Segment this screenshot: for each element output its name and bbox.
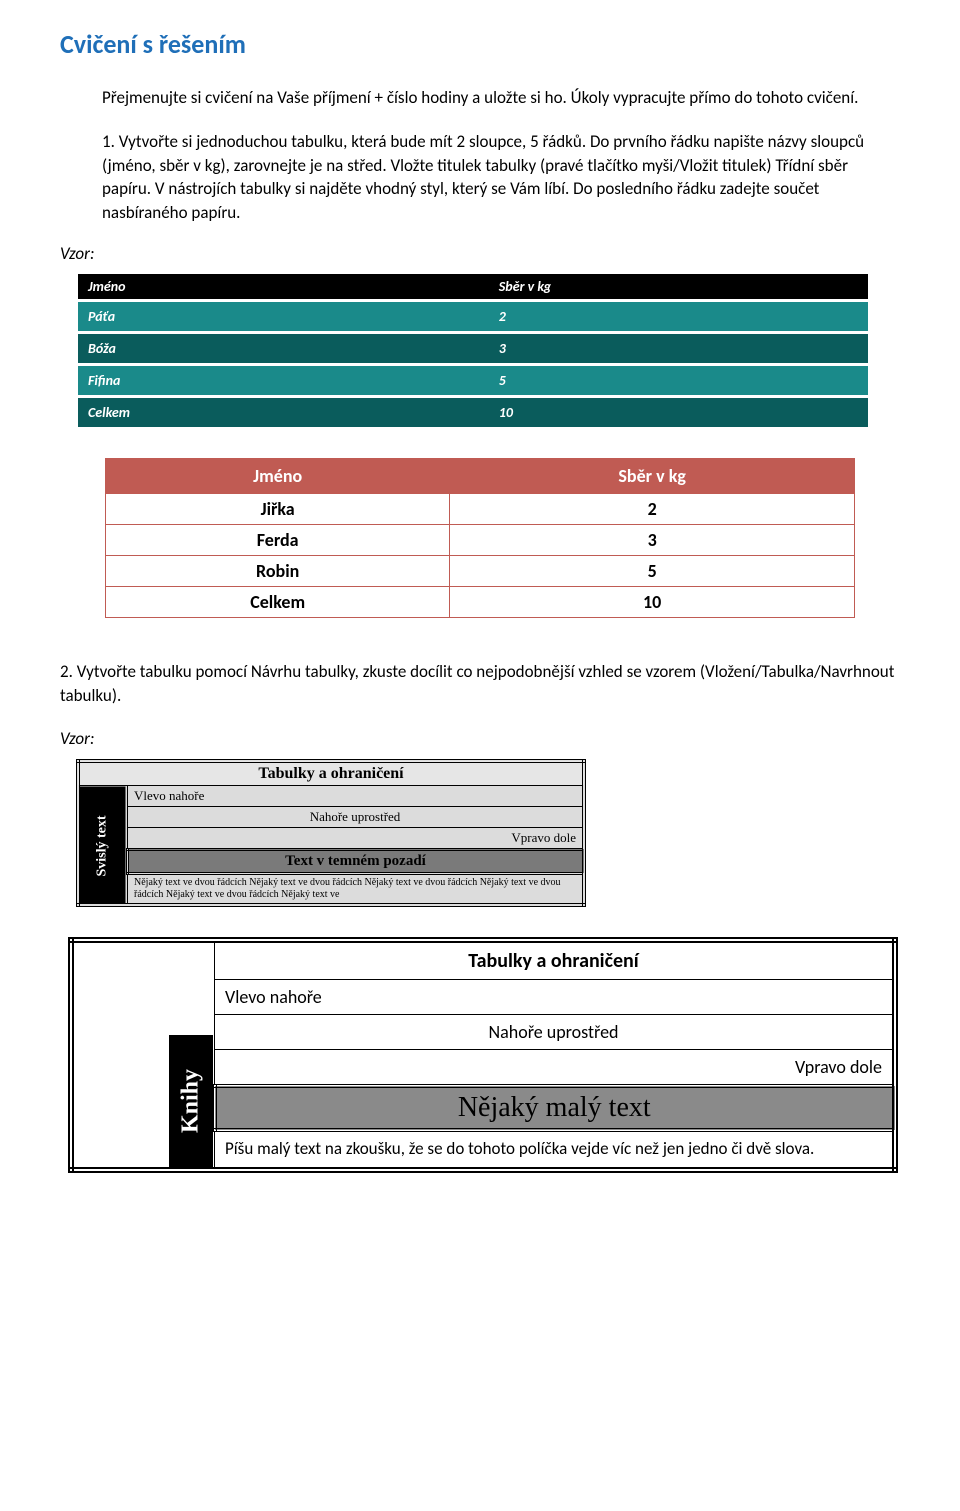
td: Páťa (78, 300, 489, 332)
td: Jiřka (106, 493, 450, 524)
td: Fifina (78, 364, 489, 396)
td: 2 (489, 300, 868, 332)
ex-dark: Text v temném pozadí (128, 849, 585, 873)
td: 5 (450, 555, 855, 586)
big-rt: Vpravo dole (215, 1049, 896, 1086)
ex-title: Tabulky a ohraničení (78, 761, 584, 786)
ex-rt: Vpravo dole (128, 827, 585, 849)
table-example-big: Tabulky a ohraničení Vlevo nahoře Knihy … (68, 937, 898, 1173)
big-lt: Vlevo nahoře (215, 979, 896, 1014)
table-example-small: Tabulky a ohraničení Svislý text Vlevo n… (76, 759, 586, 907)
td: Bóža (78, 332, 489, 364)
td: Celkem (78, 396, 489, 428)
ex-tiny: Nějaký text ve dvou řádcích Nějaký text … (128, 873, 585, 905)
th-jmeno: Jméno (106, 458, 450, 493)
table-red: Jméno Sběr v kg Jiřka 2 Ferda 3 Robin 5 … (105, 458, 855, 618)
table-dark: Jméno Sběr v kg Páťa 2 Bóža 3 Fifina 5 C… (78, 274, 868, 430)
th-sber: Sběr v kg (450, 458, 855, 493)
td: 3 (489, 332, 868, 364)
td: 10 (489, 396, 868, 428)
th-sber: Sběr v kg (489, 274, 868, 301)
big-ct: Nahoře uprostřed (215, 1014, 896, 1049)
td: 3 (450, 524, 855, 555)
big-dark: Nějaký malý text (215, 1086, 896, 1130)
th-jmeno: Jméno (78, 274, 489, 301)
big-vertical: Knihy (169, 1035, 213, 1167)
td: Robin (106, 555, 450, 586)
vzor-label-2: Vzor: (60, 728, 900, 749)
td: 2 (450, 493, 855, 524)
task2-text: 2. Vytvořte tabulku pomocí Návrhu tabulk… (60, 660, 900, 708)
vzor-label-1: Vzor: (60, 243, 900, 264)
big-body: Píšu malý text na zkoušku, že se do toho… (215, 1130, 896, 1170)
ex-lt: Vlevo nahoře (128, 785, 585, 806)
task1-text: 1. Vytvořte si jednoduchou tabulku, kter… (102, 130, 900, 225)
big-title: Tabulky a ohraničení (215, 940, 896, 980)
td: Ferda (106, 524, 450, 555)
intro-text: Přejmenujte si cvičení na Vaše příjmení … (102, 86, 900, 110)
ex-vertical: Svislý text (78, 785, 128, 905)
page-title: Cvičení s řešením (60, 28, 900, 60)
td: 5 (489, 364, 868, 396)
td: Celkem (106, 586, 450, 617)
td: 10 (450, 586, 855, 617)
ex-ct: Nahoře uprostřed (128, 806, 585, 827)
